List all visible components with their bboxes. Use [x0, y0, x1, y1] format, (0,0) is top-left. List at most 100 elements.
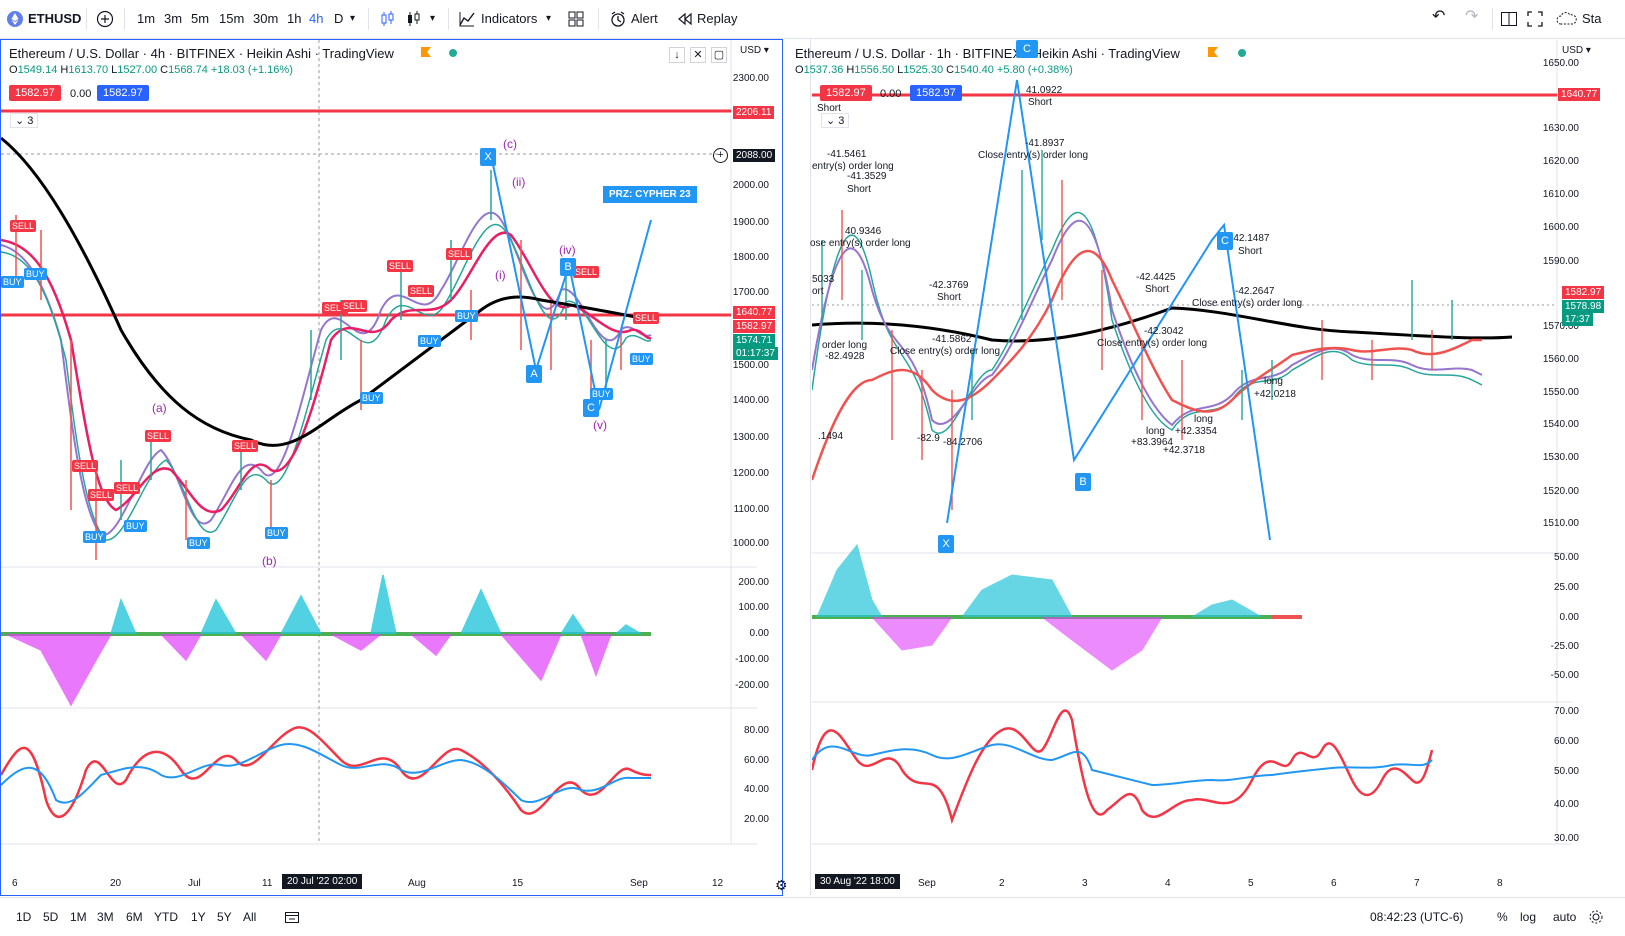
sell-signal: SELL — [387, 260, 413, 272]
axis-tick-label: 1620.00 — [1535, 156, 1579, 167]
time-tick-label: Sep — [630, 878, 648, 889]
time-tick-label: 12 — [712, 878, 723, 889]
maximize-icon[interactable]: ▢ — [711, 47, 727, 63]
range-6m[interactable]: 6M — [126, 910, 143, 924]
right-ohlc: O1537.36 H1556.50 L1525.30 C1540.40 +5.8… — [795, 64, 1073, 76]
right-sell-price[interactable]: 1582.97 — [820, 85, 872, 101]
alarm-clock-icon[interactable] — [609, 10, 627, 30]
range-1d[interactable]: 1D — [16, 910, 31, 924]
strategy-annotation: ose entry(s) order long — [810, 238, 911, 249]
compare-add-icon[interactable] — [96, 10, 114, 30]
right-chart-canvas[interactable] — [812, 40, 1572, 896]
interval-4h[interactable]: 4h — [309, 9, 323, 29]
left-sell-price[interactable]: 1582.97 — [9, 85, 61, 101]
time-tick-label: 6 — [1331, 878, 1337, 889]
left-chart-title: Ethereum / U.S. Dollar · 4h · BITFINEX ·… — [9, 46, 394, 61]
gear-icon[interactable]: ⚙ — [775, 877, 788, 894]
interval-30m[interactable]: 30m — [253, 9, 278, 29]
wave-label-c: (c) — [503, 137, 517, 151]
right-tag-level: 1640.77 — [1558, 88, 1600, 101]
time-tick-label: 7 — [1414, 878, 1420, 889]
split-layout-icon[interactable] — [1500, 10, 1518, 30]
axis-tick-label: 2000.00 — [725, 180, 769, 191]
undo-icon[interactable]: ↶ — [1432, 7, 1445, 27]
time-tick-label: 6 — [12, 878, 18, 889]
alert-button[interactable]: Alert — [631, 9, 658, 29]
indicators-icon[interactable] — [458, 10, 476, 30]
percent-scale-toggle[interactable]: % — [1497, 910, 1508, 924]
indicators-button[interactable]: Indicators — [481, 9, 537, 29]
pattern-point-c: C — [583, 399, 599, 417]
symbol-search[interactable]: ETHUSD — [28, 9, 81, 29]
strategy-annotation: Close entry(s) order long — [1097, 338, 1207, 349]
range-all[interactable]: All — [243, 910, 256, 924]
auto-scale-toggle[interactable]: auto — [1553, 910, 1576, 924]
axis-tick-label: 1550.00 — [1535, 387, 1579, 398]
add-crosshair-icon[interactable]: + — [713, 148, 728, 163]
range-3m[interactable]: 3M — [97, 910, 114, 924]
range-ytd[interactable]: YTD — [154, 910, 178, 924]
range-5d[interactable]: 5D — [43, 910, 58, 924]
arrow-down-icon[interactable]: ↓ — [669, 47, 685, 63]
replay-rewind-icon[interactable] — [677, 11, 693, 31]
range-1y[interactable]: 1Y — [191, 910, 206, 924]
strategy-annotation: Short — [1028, 97, 1052, 108]
left-tag-level: 1640.77 — [733, 306, 775, 319]
redo-icon[interactable]: ↷ — [1465, 7, 1478, 27]
start-button-cut[interactable]: Sta — [1582, 9, 1602, 29]
date-range-icon[interactable] — [284, 909, 300, 925]
heikin-ashi-icon[interactable] — [404, 10, 422, 30]
cloud-save-icon[interactable] — [1556, 10, 1578, 30]
axis-tick-label: -200.00 — [725, 680, 769, 691]
interval-15m[interactable]: 15m — [219, 9, 244, 29]
right-buy-price[interactable]: 1582.97 — [910, 85, 962, 101]
axis-tick-label: 60.00 — [1535, 736, 1579, 747]
chart-type-dropdown-icon[interactable]: ▾ — [430, 9, 435, 29]
strategy-annotation: Short — [1145, 284, 1169, 295]
axis-tick-label: 1560.00 — [1535, 354, 1579, 365]
candles-icon[interactable] — [378, 10, 396, 30]
right-collapse-toggle[interactable]: ⌄ 3 — [821, 113, 849, 128]
axis-tick-label: -50.00 — [1535, 670, 1579, 681]
fullscreen-icon[interactable] — [1526, 10, 1544, 30]
left-buy-price[interactable]: 1582.97 — [97, 85, 149, 101]
pattern-point-b: B — [560, 258, 576, 276]
left-time-crosshair: 20 Jul '22 02:00 — [282, 874, 362, 889]
range-5y[interactable]: 5Y — [217, 910, 232, 924]
close-icon[interactable]: ✕ — [690, 47, 706, 63]
interval-dropdown-icon[interactable]: ▾ — [350, 9, 355, 29]
range-1m[interactable]: 1M — [70, 910, 87, 924]
axis-tick-label: 1540.00 — [1535, 419, 1579, 430]
interval-1h[interactable]: 1h — [287, 9, 301, 29]
right-currency[interactable]: USD ▾ — [1562, 45, 1591, 56]
wave-label-i: (i) — [495, 268, 506, 282]
wave-label-v: (v) — [593, 418, 607, 432]
left-collapse-toggle[interactable]: ⌄ 3 — [10, 113, 38, 128]
interval-5m[interactable]: 5m — [191, 9, 209, 29]
buy-signal: BUY — [360, 392, 383, 404]
strategy-annotation: -41.8937 — [1025, 138, 1064, 149]
clock-readout[interactable]: 08:42:23 (UTC-6) — [1370, 910, 1463, 924]
sell-signal: SELL — [88, 489, 114, 501]
left-tag-crosshair: 2088.00 — [733, 149, 775, 162]
axis-tick-label: 60.00 — [725, 755, 769, 766]
interval-d[interactable]: D — [334, 9, 343, 29]
indicators-dropdown-icon[interactable]: ▾ — [546, 9, 551, 29]
buy-signal: BUY — [265, 527, 288, 539]
left-chart-canvas[interactable] — [1, 40, 757, 896]
prz-cypher-label[interactable]: PRZ: CYPHER 23 — [603, 186, 697, 203]
left-currency[interactable]: USD ▾ — [740, 45, 769, 56]
strategy-annotation: Close entry(s) order long — [890, 346, 1000, 357]
axis-tick-label: 1630.00 — [1535, 123, 1579, 134]
strategy-annotation: -42.3042 — [1144, 326, 1183, 337]
wave-label-a: (a) — [152, 401, 167, 415]
layout-grid-icon[interactable] — [567, 10, 585, 30]
log-scale-toggle[interactable]: log — [1520, 910, 1536, 924]
axis-tick-label: 70.00 — [1535, 706, 1579, 717]
axis-tick-label: 50.00 — [1535, 766, 1579, 777]
interval-1m[interactable]: 1m — [137, 9, 155, 29]
sell-signal: SELL — [408, 285, 434, 297]
interval-3m[interactable]: 3m — [164, 9, 182, 29]
settings-gear-icon[interactable] — [1588, 909, 1604, 925]
replay-button[interactable]: Replay — [697, 9, 737, 29]
